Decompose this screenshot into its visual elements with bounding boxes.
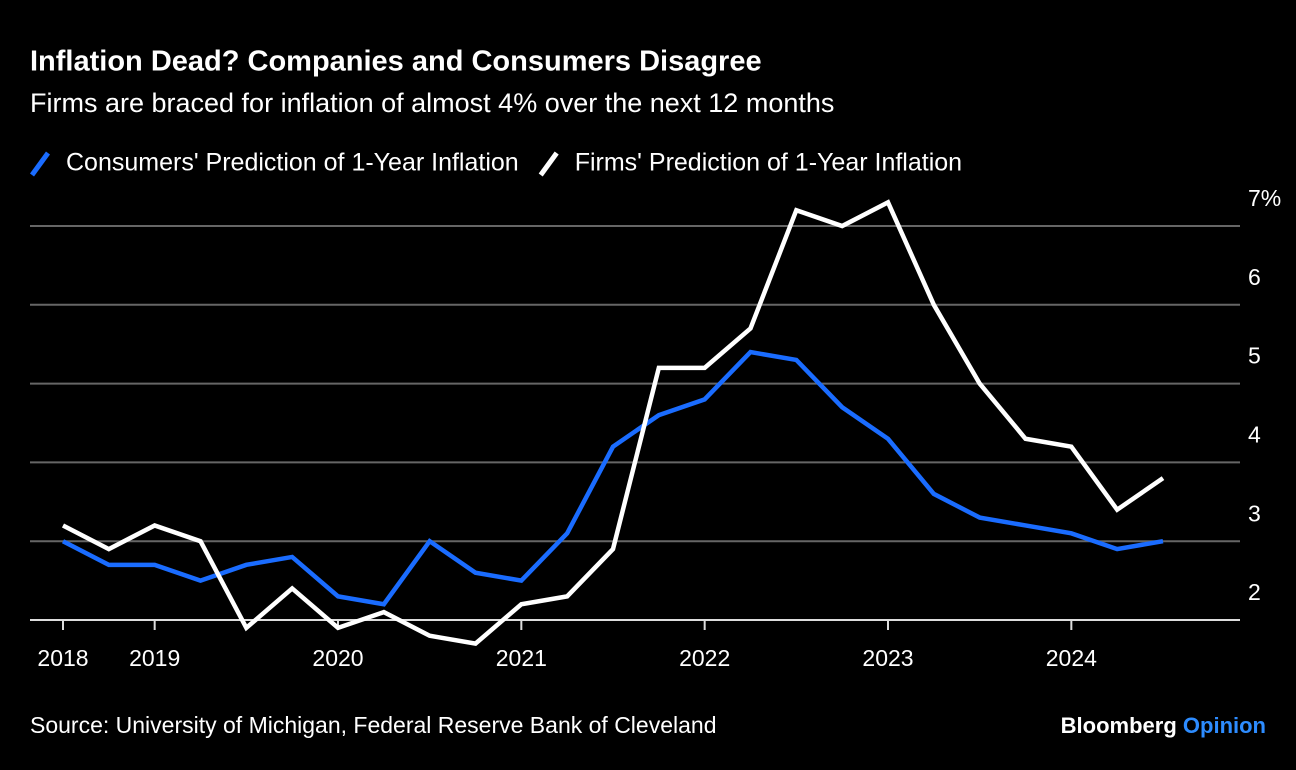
x-tick-label: 2022: [679, 645, 730, 671]
y-tick-label: 5: [1248, 343, 1261, 369]
source: Source: University of Michigan, Federal …: [30, 712, 717, 738]
x-tick-label: 2018: [37, 645, 88, 671]
legend-swatch: [29, 151, 51, 177]
x-tick-label: 2021: [496, 645, 547, 671]
legend-swatch: [538, 151, 559, 177]
y-tick-label: 3: [1248, 500, 1261, 526]
series-line: [61, 349, 1164, 607]
series-line: [61, 199, 1165, 647]
chart-title: Inflation Dead? Companies and Consumers …: [30, 46, 762, 78]
brand-opinion: Opinion: [1183, 713, 1266, 738]
legend-label: Consumers' Prediction of 1-Year Inflatio…: [66, 149, 519, 177]
x-tick-label: 2020: [312, 645, 363, 671]
y-tick-label: 2: [1248, 579, 1261, 605]
brand-name: Bloomberg: [1061, 713, 1177, 738]
x-tick-label: 2019: [129, 645, 180, 671]
chart-subtitle: Firms are braced for inflation of almost…: [30, 88, 834, 118]
x-tick-label: 2024: [1046, 645, 1097, 671]
y-tick-label: 6: [1248, 264, 1261, 290]
x-tick-label: 2023: [862, 645, 913, 671]
brand: Bloomberg Opinion: [1061, 713, 1266, 738]
legend-label: Firms' Prediction of 1-Year Inflation: [575, 149, 962, 177]
y-tick-label: 4: [1248, 421, 1261, 447]
y-tick-label: 7%: [1248, 185, 1281, 211]
